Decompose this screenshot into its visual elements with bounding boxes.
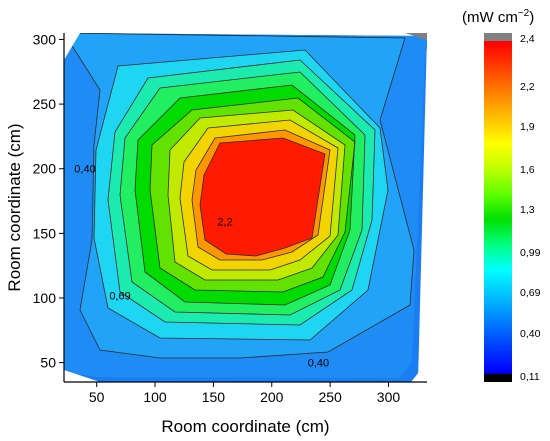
colorbar-unit-label: (mW cm−2) (462, 8, 534, 26)
no-data-bottom-right (411, 362, 427, 382)
contour-label-1: 0,69 (109, 290, 130, 302)
x-tick-label-0: 50 (89, 389, 105, 405)
contour-line-9 (199, 137, 326, 257)
x-tick-label-3: 200 (260, 389, 284, 405)
contour-line-8 (191, 129, 331, 261)
colorbar-top-band (484, 33, 512, 41)
no-data-bottom-left (64, 370, 100, 382)
colorbar-label-4: 1,3 (520, 204, 535, 216)
contour-line-7 (179, 119, 339, 271)
y-tick-label-2: 150 (33, 225, 57, 241)
y-axis-title: Room coordinate (cm) (5, 123, 24, 291)
x-tick-label-4: 250 (318, 389, 342, 405)
colorbar-label-1: 2,2 (520, 81, 535, 93)
contour-line-1 (93, 49, 389, 341)
colorbar: 2,4 2,2 1,9 1,6 1,3 0,99 0,69 0,40 0,11 (mW cm−2) (462, 8, 541, 383)
no-data-top-left (64, 33, 80, 60)
contour-fill-level-11 (200, 138, 325, 256)
contour-line-3 (119, 71, 366, 316)
contour-label-3: 0,40 (308, 358, 329, 370)
contour-fill-group (64, 33, 427, 382)
axes: 50 100 150 200 250 300 50 100 150 200 250 300 Room c… (5, 31, 427, 436)
x-axis-title: Room coordinate (cm) (161, 417, 329, 436)
y-tick-label-5: 300 (33, 31, 57, 47)
x-tick-label-2: 150 (202, 389, 226, 405)
contour-line-2 (107, 59, 376, 326)
contour-line-4 (134, 84, 356, 306)
plot-area: 0,40 0,69 2,2 0,40 (64, 33, 427, 382)
y-tick-label-4: 250 (33, 96, 57, 112)
colorbar-label-2: 1,9 (520, 121, 535, 133)
colorscale-top-region (405, 33, 427, 40)
contour-line-6 (167, 109, 346, 281)
colorbar-bottom-band (484, 374, 512, 382)
colorbar-label-0: 2,4 (520, 33, 535, 45)
colorbar-label-7: 0,40 (520, 328, 541, 340)
x-tick-label-5: 300 (377, 389, 401, 405)
y-tick-label-0: 50 (40, 355, 56, 371)
colorbar-label-6: 0,69 (520, 287, 541, 299)
contour-label-0: 0,40 (74, 164, 95, 176)
colorbar-label-3: 1,6 (520, 164, 535, 176)
colorbar-label-8: 0,11 (520, 371, 540, 383)
y-tick-label-3: 200 (33, 161, 57, 177)
colorbar-label-5: 0,99 (520, 247, 541, 259)
contour-line-0 (64, 33, 415, 359)
contour-label-2: 2,2 (217, 217, 232, 229)
colorbar-bar (484, 33, 512, 382)
contour-line-5 (149, 97, 356, 293)
x-tick-label-1: 100 (143, 389, 167, 405)
y-tick-label-1: 100 (33, 290, 57, 306)
